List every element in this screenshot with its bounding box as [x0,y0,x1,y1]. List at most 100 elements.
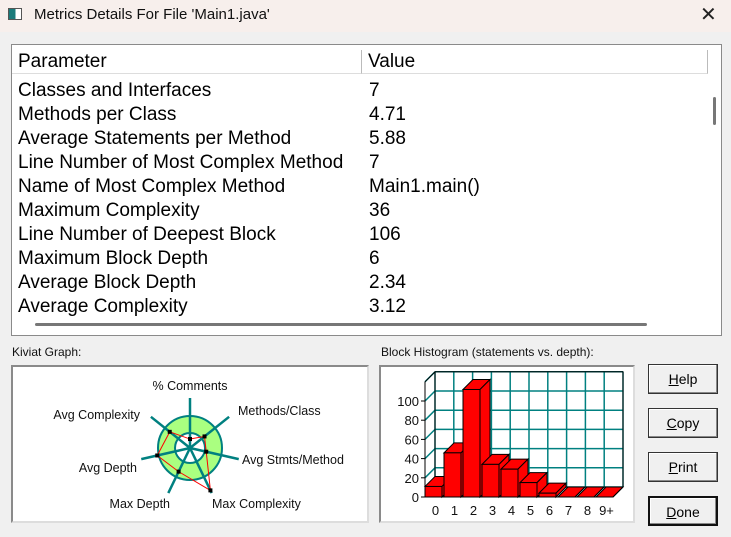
bar [538,492,557,498]
x-tick-label: 6 [546,503,553,518]
bar [500,468,519,498]
kiviat-axis-label: Avg Complexity [53,408,140,422]
vertical-scrollbar[interactable] [710,75,721,325]
table-row[interactable]: Average Complexity 3.12 [18,295,708,319]
table-row[interactable]: Methods per Class 4.71 [18,103,708,127]
kiviat-panel: % Comments Methods/Class Avg Stmts/Method M… [11,365,369,523]
bar [424,485,443,498]
kiviat-axis-label: Avg Stmts/Method [242,453,344,467]
value-cell: 6 [369,248,380,269]
done-label: one [676,504,700,520]
histogram-panel: 0 20 40 60 80 100 0 1 2 3 4 5 6 7 8 9+ [379,365,635,523]
grid-line [424,390,436,402]
kiviat-polygon [156,431,212,492]
histogram-label: Block Histogram (statements vs. depth): [381,345,594,359]
print-mnemonic: P [668,459,678,475]
grid-line [424,467,436,479]
y-tick-label: 60 [405,432,419,447]
grid-line [424,428,436,440]
kiviat-graph: % Comments Methods/Class Avg Stmts/Method M… [53,379,344,511]
bar-side [574,486,586,498]
table-row[interactable]: Maximum Complexity 36 [18,199,708,223]
x-tick-label: 0 [432,503,439,518]
y-tick-label: 80 [405,413,419,428]
print-button[interactable]: Print [648,452,718,482]
parameter-cell: Methods per Class [18,104,177,125]
table-row[interactable]: Line Number of Most Complex Method 7 [18,151,708,175]
bar-side [612,486,624,498]
kiviat-point [202,434,207,439]
parameter-cell: Maximum Complexity [18,200,200,221]
parameter-cell: Maximum Block Depth [18,248,209,269]
bar [462,388,481,498]
kiviat-axis [189,415,230,449]
kiviat-point [188,437,192,442]
y-axis-depth [424,371,436,383]
value-cell: 5.88 [369,128,406,149]
parameter-cell: Average Block Depth [18,272,197,293]
close-icon[interactable]: ✕ [700,4,717,26]
value-cell: 36 [369,200,391,221]
bar [519,482,538,498]
parameter-cell: Average Complexity [18,296,188,317]
bar [443,452,462,498]
copy-button[interactable]: Copy [648,408,718,438]
grid-line [424,448,436,460]
help-mnemonic: H [668,371,679,387]
kiviat-axis [189,446,240,461]
y-tick-label: 100 [397,394,419,409]
parameter-cell: Average Statements per Method [18,128,292,149]
x-tick-label: 7 [565,503,572,518]
kiviat-axis-label: Max Complexity [212,497,302,511]
kiviat-label: Kiviat Graph: [12,345,82,359]
value-cell: 2.34 [369,272,406,293]
parameter-cell: Line Number of Most Complex Method [18,152,344,173]
kiviat-axis-label: Max Depth [110,497,170,511]
table-row[interactable]: Average Statements per Method 5.88 [18,127,708,151]
table-row[interactable]: Name of Most Complex Method Main1.main() [18,175,708,199]
kiviat-point [155,453,160,458]
kiviat-point [208,488,213,493]
copy-mnemonic: C [666,415,677,431]
x-tick-label: 2 [470,503,477,518]
x-tick-label: 5 [527,503,534,518]
help-button[interactable]: Help [648,364,718,394]
column-header-value[interactable]: Value [362,50,708,74]
y-tick-label: 40 [405,452,419,467]
window-title: Metrics Details For File 'Main1.java' [34,6,270,23]
done-button[interactable]: Done [648,496,718,526]
x-tick-label: 8 [584,503,591,518]
table-row[interactable]: Maximum Block Depth 6 [18,247,708,271]
bar [481,463,500,498]
kiviat-axis [140,446,191,461]
x-tick-label: 3 [489,503,496,518]
value-cell: 7 [369,80,380,101]
column-header-parameter[interactable]: Parameter [12,50,362,74]
x-tick-label: 4 [508,503,515,518]
kiviat-axis [188,447,213,494]
y-tick-label: 0 [412,490,419,505]
table-row[interactable]: Classes and Interfaces 7 [18,79,708,103]
x-tick-label: 9+ [599,503,614,518]
print-label: rint [677,459,698,475]
horizontal-scroll-thumb[interactable] [35,323,647,326]
kiviat-point [167,429,172,434]
kiviat-point [176,469,181,474]
horizontal-scrollbar[interactable] [12,315,708,329]
table-row[interactable]: Line Number of Deepest Block 106 [18,223,708,247]
grid-line [424,409,436,421]
kiviat-point [204,449,209,454]
app-window-icon [8,8,22,20]
vertical-scroll-thumb[interactable] [713,97,716,125]
parameter-cell: Line Number of Deepest Block [18,224,276,245]
y-tick-label: 20 [405,471,419,486]
parameter-cell: Name of Most Complex Method [18,176,286,197]
copy-label: opy [676,415,700,431]
kiviat-axis-label: Avg Depth [79,461,137,475]
done-mnemonic: D [666,504,677,520]
x-tick-label: 1 [451,503,458,518]
kiviat-axis-label: Methods/Class [238,404,321,418]
help-label: elp [678,371,698,387]
table-row[interactable]: Average Block Depth 2.34 [18,271,708,295]
